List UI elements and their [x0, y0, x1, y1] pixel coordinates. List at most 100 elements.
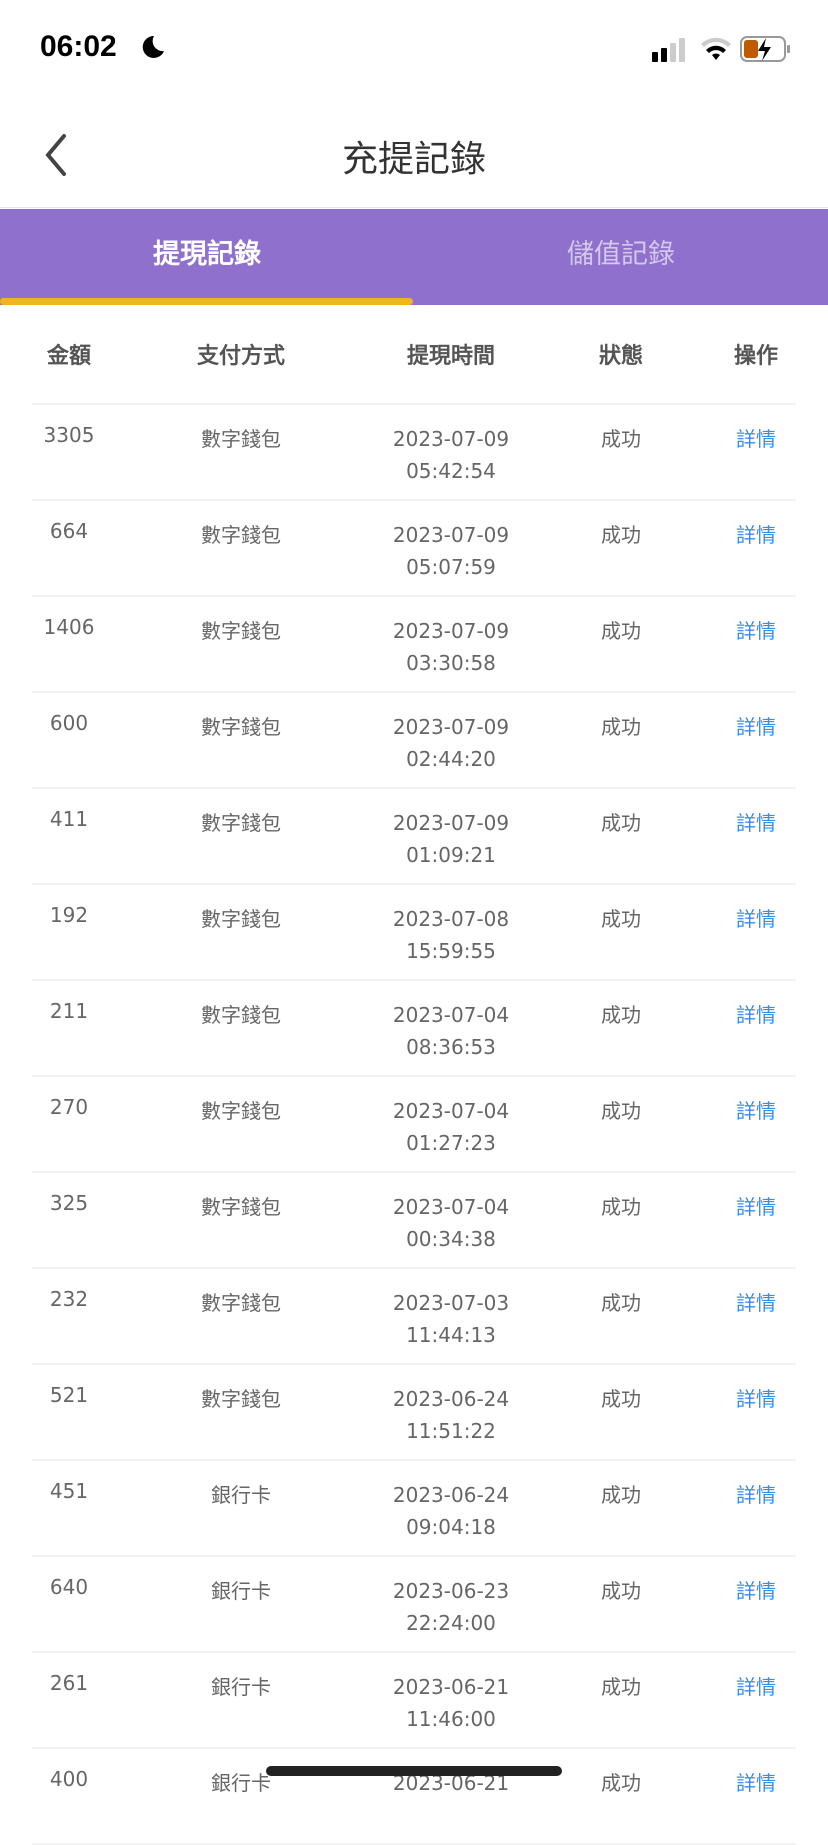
details-link[interactable]: 詳情 — [736, 619, 776, 643]
time: 22:24:00 — [406, 1611, 496, 1635]
payment-method: 數字錢包 — [201, 619, 281, 643]
payment-method: 銀行卡 — [211, 1579, 271, 1603]
amount: 192 — [49, 903, 89, 927]
details-link[interactable]: 詳情 — [736, 1579, 776, 1603]
date: 2023-07-09 — [392, 811, 510, 835]
status: 成功 — [601, 1003, 641, 1027]
status: 成功 — [601, 715, 641, 739]
table-row: 192 數字錢包 2023-07-08 15:59:55 成功 詳情 — [32, 885, 796, 981]
moon-icon — [142, 35, 164, 58]
withdrawal-time: 2023-07-04 01:27:23 — [376, 1095, 526, 1171]
withdrawal-time: 2023-07-08 15:59:55 — [376, 903, 526, 979]
withdrawal-time: 2023-07-09 01:09:21 — [376, 807, 526, 883]
status: 成功 — [601, 1579, 641, 1603]
table-row: 325 數字錢包 2023-07-04 00:34:38 成功 詳情 — [32, 1173, 796, 1269]
table-row: 411 數字錢包 2023-07-09 01:09:21 成功 詳情 — [32, 789, 796, 885]
withdrawal-time: 2023-06-24 11:51:22 — [376, 1383, 526, 1459]
withdrawal-time: 2023-06-24 09:04:18 — [376, 1479, 526, 1555]
amount: 232 — [49, 1287, 89, 1311]
chevron-left-icon[interactable] — [40, 130, 74, 180]
wifi-icon — [701, 37, 731, 60]
withdrawal-time: 2023-07-04 08:36:53 — [376, 999, 526, 1075]
table-row: 400 銀行卡 2023-06-21 成功 詳情 — [32, 1749, 796, 1845]
table-row: 270 數字錢包 2023-07-04 01:27:23 成功 詳情 — [32, 1077, 796, 1173]
withdrawal-time: 2023-07-09 03:30:58 — [376, 615, 526, 691]
date: 2023-06-21 — [392, 1675, 510, 1699]
date: 2023-07-03 — [392, 1291, 510, 1315]
payment-method: 數字錢包 — [201, 1003, 281, 1027]
status-time: 06:02 — [40, 30, 117, 63]
table-row: 261 銀行卡 2023-06-21 11:46:00 成功 詳情 — [32, 1653, 796, 1749]
table-row: 3305 數字錢包 2023-07-09 05:42:54 成功 詳情 — [32, 405, 796, 501]
payment-method: 數字錢包 — [201, 523, 281, 547]
column-header-status: 狀態 — [598, 344, 643, 369]
status: 成功 — [601, 907, 641, 931]
table-row: 521 數字錢包 2023-06-24 11:51:22 成功 詳情 — [32, 1365, 796, 1461]
column-header-method: 支付方式 — [196, 344, 285, 369]
date: 2023-07-04 — [392, 1099, 510, 1123]
withdrawal-time: 2023-06-21 11:46:00 — [376, 1671, 526, 1747]
tab-withdrawal-records[interactable]: 提現記錄 — [153, 239, 261, 270]
amount: 1406 — [43, 615, 95, 639]
date: 2023-07-04 — [392, 1003, 510, 1027]
amount: 640 — [49, 1575, 89, 1599]
table-header: 金額 支付方式 提現時間 狀態 操作 — [32, 305, 796, 405]
withdrawal-time: 2023-06-21 — [376, 1767, 526, 1843]
time: 00:34:38 — [406, 1227, 496, 1251]
amount: 325 — [49, 1191, 89, 1215]
amount: 600 — [49, 711, 89, 735]
time: 11:51:22 — [406, 1419, 496, 1443]
status: 成功 — [601, 1387, 641, 1411]
amount: 521 — [49, 1383, 89, 1407]
date: 2023-06-24 — [392, 1387, 510, 1411]
status: 成功 — [601, 1291, 641, 1315]
details-link[interactable]: 詳情 — [736, 811, 776, 835]
status-bar: 06:02 — [0, 0, 828, 100]
payment-method: 數字錢包 — [201, 1099, 281, 1123]
payment-method: 銀行卡 — [211, 1771, 271, 1795]
tab-deposit-records[interactable]: 儲值記錄 — [567, 239, 675, 270]
table-row: 1406 數字錢包 2023-07-09 03:30:58 成功 詳情 — [32, 597, 796, 693]
details-link[interactable]: 詳情 — [736, 1195, 776, 1219]
payment-method: 數字錢包 — [201, 1291, 281, 1315]
details-link[interactable]: 詳情 — [736, 523, 776, 547]
details-link[interactable]: 詳情 — [736, 1099, 776, 1123]
table-row: 640 銀行卡 2023-06-23 22:24:00 成功 詳情 — [32, 1557, 796, 1653]
page-title: 充提記錄 — [341, 139, 486, 180]
payment-method: 數字錢包 — [201, 1195, 281, 1219]
date: 2023-07-09 — [392, 427, 510, 451]
withdrawal-time: 2023-07-09 02:44:20 — [376, 711, 526, 787]
details-link[interactable]: 詳情 — [736, 907, 776, 931]
table-row: 211 數字錢包 2023-07-04 08:36:53 成功 詳情 — [32, 981, 796, 1077]
signal-icon — [652, 38, 685, 62]
payment-method: 數字錢包 — [201, 1387, 281, 1411]
amount: 270 — [49, 1095, 89, 1119]
column-header-action: 操作 — [733, 344, 778, 369]
status: 成功 — [601, 1675, 641, 1699]
status: 成功 — [601, 811, 641, 835]
details-link[interactable]: 詳情 — [736, 715, 776, 739]
payment-method: 銀行卡 — [211, 1675, 271, 1699]
column-header-time: 提現時間 — [406, 344, 495, 369]
details-link[interactable]: 詳情 — [736, 1483, 776, 1507]
details-link[interactable]: 詳情 — [736, 1387, 776, 1411]
time: 01:09:21 — [406, 843, 496, 867]
time: 05:42:54 — [406, 459, 496, 483]
records-table: 金額 支付方式 提現時間 狀態 操作 3305 數字錢包 2023-07-09 0… — [32, 305, 796, 1845]
date: 2023-07-08 — [392, 907, 510, 931]
withdrawal-time: 2023-07-03 11:44:13 — [376, 1287, 526, 1363]
payment-method: 數字錢包 — [201, 427, 281, 451]
payment-method: 數字錢包 — [201, 811, 281, 835]
amount: 211 — [49, 999, 89, 1023]
details-link[interactable]: 詳情 — [736, 1003, 776, 1027]
status: 成功 — [601, 1771, 641, 1795]
details-link[interactable]: 詳情 — [736, 1291, 776, 1315]
table-row: 600 數字錢包 2023-07-09 02:44:20 成功 詳情 — [32, 693, 796, 789]
details-link[interactable]: 詳情 — [736, 427, 776, 451]
status: 成功 — [601, 1195, 641, 1219]
home-indicator — [266, 1766, 562, 1776]
details-link[interactable]: 詳情 — [736, 1675, 776, 1699]
active-tab-indicator — [0, 298, 413, 305]
details-link[interactable]: 詳情 — [736, 1771, 776, 1795]
tab-bar: 提現記錄 儲值記錄 — [0, 209, 828, 305]
